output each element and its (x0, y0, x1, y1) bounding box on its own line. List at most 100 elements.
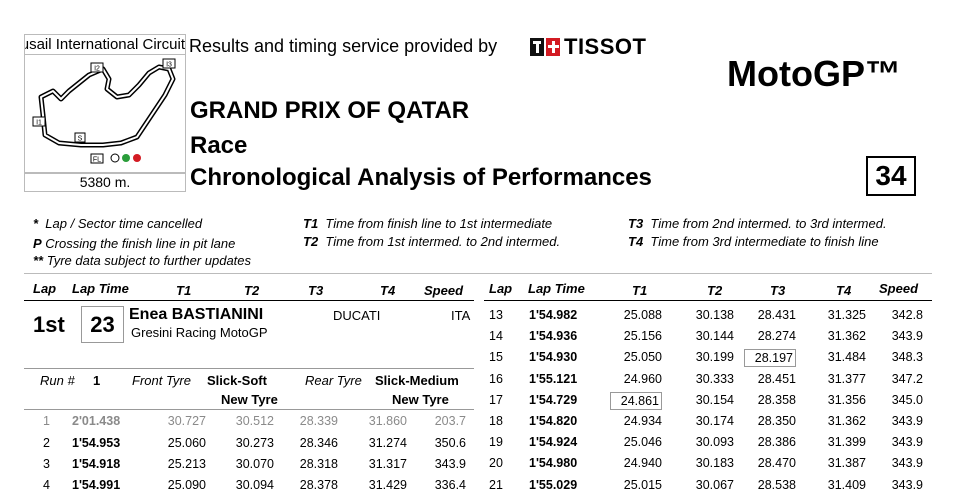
lap-number: 13 (489, 308, 503, 322)
run-divider (24, 368, 474, 369)
sector-t1: 25.046 (623, 435, 662, 449)
top-speed: 347.2 (891, 372, 923, 386)
lap-time: 1'54.982 (529, 308, 578, 322)
brand-title: MotoGP™ (727, 53, 901, 94)
sector-t4: 31.274 (368, 436, 407, 450)
map-label-i1: I1 (36, 120, 42, 127)
col-header-lap: Lap (33, 281, 57, 296)
sector-t4: 31.429 (368, 478, 407, 492)
tissot-t-icon (530, 38, 544, 56)
sector-t1: 25.050 (623, 350, 662, 364)
lap-time: 1'54.930 (529, 350, 578, 364)
circuit-map: I3 I2 I1 S FL (24, 54, 186, 174)
sector-t2: 30.174 (695, 414, 734, 428)
map-label-i3: I3 (166, 62, 172, 69)
rear-tyre-state: New Tyre (392, 392, 449, 407)
lap-number: 21 (489, 478, 503, 492)
col-header-t1: T1 (176, 283, 192, 298)
sector-t4: 31.484 (827, 350, 866, 364)
sector-t2: 30.333 (695, 372, 734, 386)
lap-time: 2'01.438 (72, 414, 121, 428)
lap-time: 1'54.936 (529, 329, 578, 343)
left-header-rule (24, 300, 474, 301)
sector-t1: 25.156 (623, 329, 662, 343)
legend-t1: T1 Time from finish line to 1st intermed… (303, 216, 553, 231)
lap-time: 1'54.918 (72, 457, 121, 471)
rear-tyre: Slick-Medium (375, 373, 459, 388)
rider-team: Gresini Racing MotoGP (131, 325, 268, 340)
sector-t3: 28.470 (757, 456, 796, 470)
sector-t2: 30.273 (235, 436, 274, 450)
lap-time: 1'54.980 (529, 456, 578, 470)
front-tyre-label: Front Tyre (132, 373, 191, 388)
sector-t3: 28.386 (757, 435, 796, 449)
sector-t1: 25.060 (167, 436, 206, 450)
lap-number: 14 (489, 329, 503, 343)
front-tyre-state: New Tyre (221, 392, 278, 407)
col-header-speed: Speed (424, 283, 464, 298)
sector-t1: 25.213 (167, 457, 206, 471)
legend-cancelled: * Lap / Sector time cancelled (33, 216, 203, 231)
lap-number: 18 (489, 414, 503, 428)
col-header-t4: T4 (380, 283, 396, 298)
sector-t1: 24.940 (623, 456, 662, 470)
sector-t2: 30.199 (695, 350, 734, 364)
sector-t1: 25.090 (167, 478, 206, 492)
col-header-lap-time: Lap Time (72, 281, 129, 296)
sector-t2: 30.070 (235, 457, 274, 471)
sector-t4: 31.325 (827, 308, 866, 322)
run-bottom-divider (24, 409, 474, 410)
session-title: Race (190, 132, 248, 159)
legend-t4: T4 Time from 3rd intermediate to finish … (628, 234, 879, 249)
sector-t3: 28.431 (757, 308, 796, 322)
sector-t2: 30.512 (235, 414, 274, 428)
lap-number: 3 (43, 457, 50, 471)
sector-t4: 31.362 (827, 414, 866, 428)
tissot-logo: TISSOT (530, 34, 647, 59)
col-header-lap-time-right: Lap Time (528, 281, 585, 296)
circuit-length: 5380 m. (24, 172, 186, 192)
sector-t2: 30.138 (695, 308, 734, 322)
lap-number: 16 (489, 372, 503, 386)
top-speed: 343.9 (891, 414, 923, 428)
lap-number: 19 (489, 435, 503, 449)
swiss-cross-icon (546, 38, 560, 56)
sector-t1: 24.934 (623, 414, 662, 428)
rider-bike: DUCATI (333, 308, 381, 323)
col-header-t3-right: T3 (770, 283, 786, 298)
tissot-wordmark: TISSOT (564, 34, 647, 59)
lap-time: 1'54.820 (529, 414, 578, 428)
sector-t2: 30.183 (695, 456, 734, 470)
legend-t3: T3 Time from 2nd intermed. to 3rd interm… (628, 216, 887, 231)
col-header-t4-right: T4 (836, 283, 852, 298)
best-sector-t1: 24.861 (610, 392, 662, 410)
top-speed: 343.9 (891, 478, 923, 492)
col-header-lap-right: Lap (489, 281, 513, 296)
sector-t2: 30.094 (235, 478, 274, 492)
sector-t2: 30.093 (695, 435, 734, 449)
front-tyre: Slick-Soft (207, 373, 267, 388)
top-speed: 350.6 (434, 436, 466, 450)
circuit-name: Lusail International Circuit (24, 34, 186, 55)
sector-t3: 28.274 (757, 329, 796, 343)
top-speed: 203.7 (434, 414, 466, 428)
sector-t1: 24.960 (623, 372, 662, 386)
run-label: Run # (40, 373, 75, 388)
top-speed: 343.9 (891, 456, 923, 470)
sector-t4: 31.317 (368, 457, 407, 471)
sector-t4: 31.399 (827, 435, 866, 449)
lap-number: 1 (43, 414, 50, 428)
sector-t4: 31.377 (827, 372, 866, 386)
red-light-icon (133, 154, 141, 162)
rider-name: Enea BASTIANINI (129, 306, 264, 323)
run-number: 1 (93, 373, 101, 388)
event-title: GRAND PRIX OF QATAR (190, 97, 470, 124)
sector-t2: 30.154 (695, 393, 734, 407)
lap-number: 20 (489, 456, 503, 470)
sector-t3: 28.451 (757, 372, 796, 386)
map-label-i2: I2 (94, 66, 100, 73)
sector-t4: 31.362 (827, 329, 866, 343)
rider-nation: ITA (451, 308, 471, 323)
right-header-rule (484, 300, 932, 301)
rear-tyre-label: Rear Tyre (305, 373, 362, 388)
